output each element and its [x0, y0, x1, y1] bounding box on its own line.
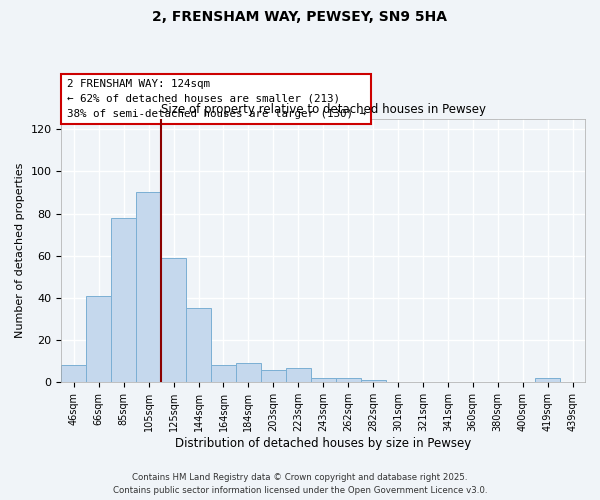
Text: Contains HM Land Registry data © Crown copyright and database right 2025.
Contai: Contains HM Land Registry data © Crown c… — [113, 474, 487, 495]
Bar — [535, 378, 560, 382]
Bar — [86, 296, 111, 382]
Bar — [211, 366, 236, 382]
Text: 2, FRENSHAM WAY, PEWSEY, SN9 5HA: 2, FRENSHAM WAY, PEWSEY, SN9 5HA — [152, 10, 448, 24]
X-axis label: Distribution of detached houses by size in Pewsey: Distribution of detached houses by size … — [175, 437, 472, 450]
Y-axis label: Number of detached properties: Number of detached properties — [15, 163, 25, 338]
Bar — [111, 218, 136, 382]
Bar — [286, 368, 311, 382]
Text: 2 FRENSHAM WAY: 124sqm
← 62% of detached houses are smaller (213)
38% of semi-de: 2 FRENSHAM WAY: 124sqm ← 62% of detached… — [67, 79, 365, 118]
Bar — [136, 192, 161, 382]
Bar — [61, 366, 86, 382]
Bar — [311, 378, 335, 382]
Bar — [261, 370, 286, 382]
Title: Size of property relative to detached houses in Pewsey: Size of property relative to detached ho… — [161, 103, 486, 116]
Bar — [161, 258, 186, 382]
Bar — [186, 308, 211, 382]
Bar — [236, 364, 261, 382]
Bar — [335, 378, 361, 382]
Bar — [361, 380, 386, 382]
